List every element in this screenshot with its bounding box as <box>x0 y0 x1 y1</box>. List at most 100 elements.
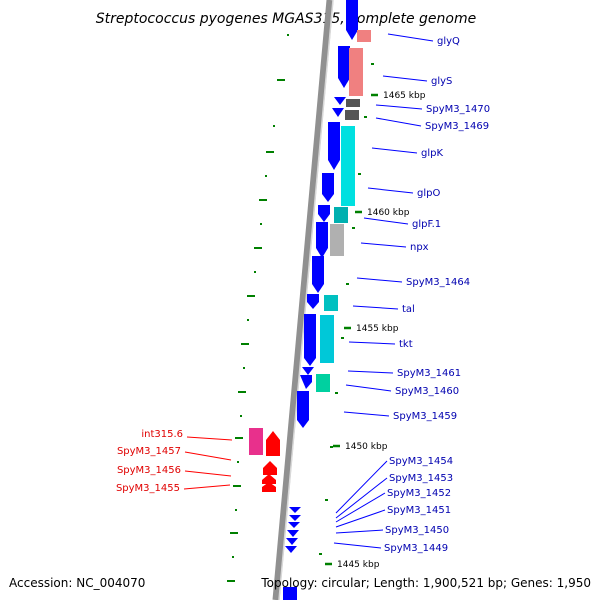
gene-spym3-1455a-arrow[interactable] <box>262 474 276 484</box>
scale-label: 1450 kbp <box>345 442 388 452</box>
gene-label-spym3-1456[interactable]: SpyM3_1456 <box>117 465 181 476</box>
gene-glyQ-arrow[interactable] <box>346 0 358 40</box>
leader-line <box>360 242 407 248</box>
gene-spym3-1457-arrow[interactable] <box>266 431 280 456</box>
gene-partial-bottom-arrow[interactable] <box>283 587 297 600</box>
leader-line <box>335 492 386 523</box>
category-spym3-1460-bar <box>316 374 330 392</box>
leader-line <box>335 509 386 528</box>
leader-line <box>371 147 418 154</box>
gene-spym3-1454-arrow[interactable] <box>289 507 301 513</box>
gene-spym3-1456-arrow[interactable] <box>263 461 277 475</box>
leader-line <box>375 117 422 127</box>
gene-label-spym3-1461[interactable]: SpyM3_1461 <box>397 368 461 379</box>
leader-line <box>348 341 396 345</box>
category-glyQ-bar <box>357 30 371 42</box>
reverse-strand-genes <box>249 428 280 492</box>
gene-spym3-1470-arrow[interactable] <box>334 97 346 105</box>
gene-label-spym3-1451[interactable]: SpyM3_1451 <box>387 505 451 516</box>
leader-line <box>335 529 384 534</box>
leader-line <box>335 460 388 514</box>
category-tkt-bar <box>320 315 334 363</box>
gene-label-glys[interactable]: glyS <box>431 76 452 87</box>
gene-spym3-1453-arrow[interactable] <box>289 515 301 521</box>
gene-label-npx[interactable]: npx <box>410 242 429 253</box>
gene-int315-6-bar[interactable] <box>249 428 263 455</box>
leader-line <box>184 451 232 461</box>
gene-label-glyq[interactable]: glyQ <box>437 36 460 47</box>
gene-spym3-1461-arrow[interactable] <box>302 367 314 375</box>
leader-line <box>352 305 399 310</box>
forward-strand-genes <box>283 0 358 600</box>
gene-spym3-1464-arrow[interactable] <box>312 256 324 293</box>
gene-spym3-1469-arrow[interactable] <box>332 108 344 117</box>
gene-label-spym3-1469[interactable]: SpyM3_1469 <box>425 121 489 132</box>
gene-npx-arrow[interactable] <box>316 222 328 258</box>
gene-glpK-arrow[interactable] <box>328 122 340 170</box>
gene-spym3-1449-arrow[interactable] <box>285 546 297 553</box>
gene-label-glpo[interactable]: glpO <box>417 188 440 199</box>
gene-tal-arrow[interactable] <box>307 294 319 309</box>
scale-labels: 1465 kbp 1460 kbp 1455 kbp 1450 kbp 1445 kbp <box>325 91 426 570</box>
category-npx-bar <box>330 224 344 256</box>
category-spym3-1469-bar <box>345 110 359 120</box>
category-glpF1-bar <box>334 207 348 223</box>
gene-spym3-1452-arrow[interactable] <box>288 522 300 528</box>
gene-label-int315-6[interactable]: int315.6 <box>141 429 183 440</box>
leader-line <box>335 477 388 519</box>
gene-glpF1-arrow[interactable] <box>318 205 330 222</box>
gene-spym3-1451-arrow[interactable] <box>287 530 299 537</box>
gene-label-spym3-1452[interactable]: SpyM3_1452 <box>387 488 451 499</box>
map-title: Streptococcus pyogenes MGAS315, complete… <box>96 11 476 27</box>
leader-line <box>367 187 414 194</box>
gene-label-spym3-1453[interactable]: SpyM3_1453 <box>389 473 453 484</box>
gene-label-leader-lines <box>183 33 434 549</box>
genome-backbone-highlight <box>278 0 334 600</box>
leader-line <box>343 411 390 417</box>
category-glyS-bar <box>349 48 363 96</box>
gene-label-glpf-1[interactable]: glpF.1 <box>412 219 441 230</box>
leader-line <box>184 470 232 477</box>
gene-labels: glyQ glyS SpyM3_1470 SpyM3_1469 glpK glpO glpF… <box>116 36 490 554</box>
gene-label-spym3-1455[interactable]: SpyM3_1455 <box>116 483 180 494</box>
category-spym3-1470-bar <box>346 99 360 107</box>
topology-text: Topology: circular; Length: 1,900,521 bp… <box>261 576 591 590</box>
gene-label-tkt[interactable]: tkt <box>399 339 413 350</box>
gene-label-spym3-1464[interactable]: SpyM3_1464 <box>406 277 470 288</box>
gene-spym3-1459-arrow[interactable] <box>297 391 309 428</box>
scale-label: 1465 kbp <box>383 91 426 101</box>
leader-line <box>333 542 382 549</box>
scale-label: 1455 kbp <box>356 324 399 334</box>
leader-line <box>356 277 403 283</box>
gene-label-spym3-1459[interactable]: SpyM3_1459 <box>393 411 457 422</box>
leader-line <box>387 33 434 42</box>
genome-backbone <box>272 0 334 600</box>
gene-tkt-arrow[interactable] <box>304 314 316 366</box>
gene-label-tal[interactable]: tal <box>402 304 415 315</box>
gene-label-spym3-1457[interactable]: SpyM3_1457 <box>117 446 181 457</box>
gene-glpO-arrow[interactable] <box>322 173 334 202</box>
leader-line <box>347 370 394 374</box>
leader-line <box>363 217 409 225</box>
gene-glyS-arrow[interactable] <box>338 46 350 88</box>
gene-spym3-1455b-arrow[interactable] <box>262 482 276 492</box>
leader-line <box>186 436 233 441</box>
leader-line <box>345 384 392 392</box>
gene-spym3-1450-arrow[interactable] <box>286 538 298 545</box>
category-glpK-glpO-bar <box>341 126 355 206</box>
gene-spym3-1460-arrow[interactable] <box>300 375 312 389</box>
scale-tick-marks <box>227 34 374 582</box>
gene-label-glpk[interactable]: glpK <box>421 148 443 159</box>
category-tal-bar <box>324 295 338 311</box>
accession-text: Accession: NC_004070 <box>9 576 146 590</box>
gene-label-spym3-1454[interactable]: SpyM3_1454 <box>389 456 453 467</box>
gene-label-spym3-1449[interactable]: SpyM3_1449 <box>384 543 448 554</box>
gene-label-spym3-1460[interactable]: SpyM3_1460 <box>395 386 459 397</box>
leader-line <box>382 75 428 82</box>
leader-line <box>183 484 231 490</box>
gene-label-spym3-1470[interactable]: SpyM3_1470 <box>426 104 490 115</box>
gene-label-spym3-1450[interactable]: SpyM3_1450 <box>385 525 449 536</box>
category-bars <box>316 30 371 392</box>
